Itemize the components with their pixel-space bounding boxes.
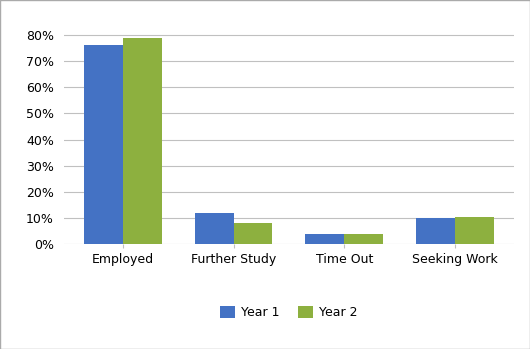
Bar (123, 38, 162, 244)
Bar (195, 213, 234, 244)
Bar (305, 234, 344, 244)
Bar (455, 217, 493, 244)
Bar (416, 218, 455, 244)
Bar (234, 223, 272, 244)
Legend: Year 1, Year 2: Year 1, Year 2 (215, 301, 363, 324)
Bar (84, 45, 123, 244)
Bar (344, 234, 383, 244)
